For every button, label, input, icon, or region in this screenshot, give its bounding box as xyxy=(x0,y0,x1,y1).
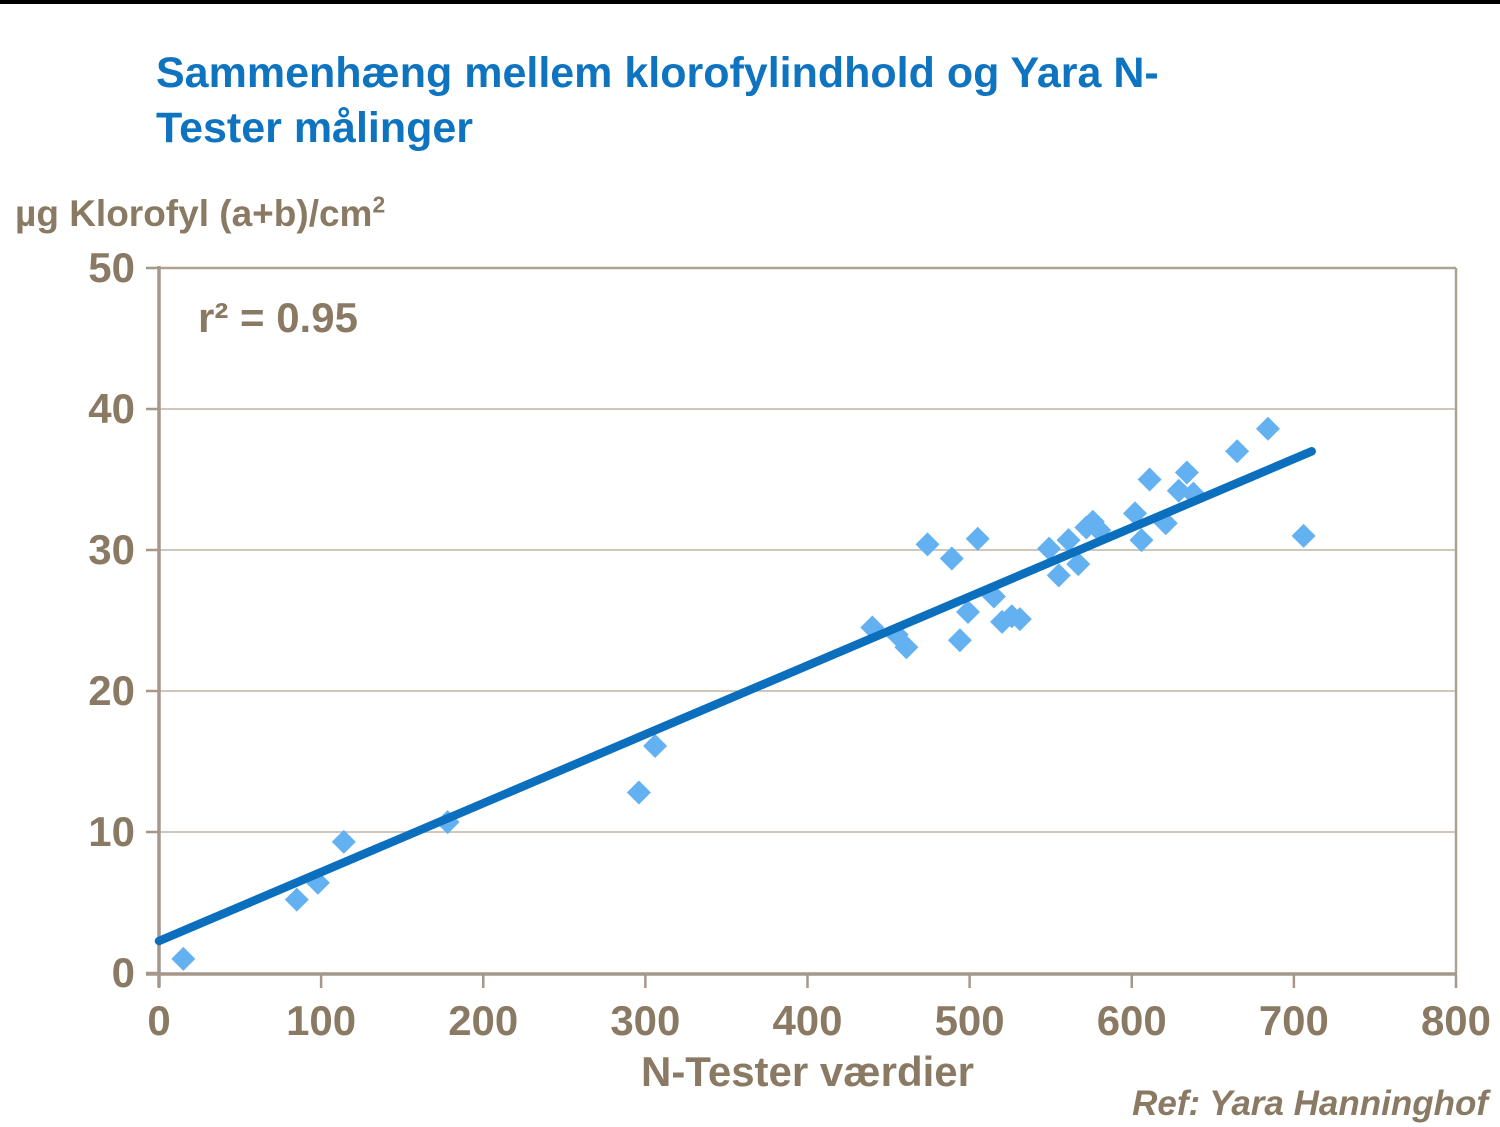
x-tick-label-400: 400 xyxy=(772,997,842,1044)
scatter-point-33 xyxy=(1225,439,1250,464)
scatter-point-11 xyxy=(939,546,964,571)
scatter-point-18 xyxy=(1007,607,1032,632)
x-tick-label-700: 700 xyxy=(1259,997,1329,1044)
y-tick-label-30: 30 xyxy=(88,526,135,573)
scatter-point-22 xyxy=(1066,552,1091,577)
x-tick-label-300: 300 xyxy=(610,997,680,1044)
scatter-point-34 xyxy=(1255,416,1280,441)
scatter-point-28 xyxy=(1137,467,1162,492)
y-tick-label-50: 50 xyxy=(88,244,135,291)
y-tick-label-40: 40 xyxy=(88,385,135,432)
x-axis-label: N-Tester værdier xyxy=(640,1048,974,1095)
scatter-point-12 xyxy=(947,628,972,653)
scatter-point-14 xyxy=(965,526,990,551)
y-axis-label-superscript: 2 xyxy=(372,191,386,218)
x-tick-label-500: 500 xyxy=(935,997,1005,1044)
scatter-point-19 xyxy=(1037,536,1062,561)
scatter-point-35 xyxy=(1291,523,1316,548)
scatter-point-1 xyxy=(284,887,309,912)
scatter-point-10 xyxy=(915,532,940,557)
scatter-point-9 xyxy=(894,635,919,660)
scatter-point-5 xyxy=(626,780,651,805)
y-tick-label-10: 10 xyxy=(88,808,135,855)
scatter-point-0 xyxy=(171,946,196,971)
x-tick-label-100: 100 xyxy=(286,997,356,1044)
scatter-point-20 xyxy=(1046,563,1071,588)
chart-title-line-2: Tester målinger xyxy=(156,103,474,152)
x-tick-label-200: 200 xyxy=(448,997,518,1044)
x-tick-label-800: 800 xyxy=(1421,997,1491,1044)
scatter-point-6 xyxy=(643,733,668,758)
scatter-point-27 xyxy=(1129,528,1154,553)
chart-title: Sammenhæng mellem klorofylindhold og Yar… xyxy=(156,46,1396,155)
scatter-point-13 xyxy=(956,600,981,625)
y-tick-label-0: 0 xyxy=(112,949,135,996)
scatter-point-21 xyxy=(1056,528,1081,553)
y-axis-label-text: µg Klorofyl (a+b)/cm xyxy=(15,193,373,234)
y-tick-label-20: 20 xyxy=(88,667,135,714)
x-tick-label-600: 600 xyxy=(1097,997,1167,1044)
y-axis-label: µg Klorofyl (a+b)/cm2 xyxy=(15,193,385,235)
trend-line xyxy=(154,447,1316,946)
r-squared-annotation: r² = 0.95 xyxy=(198,294,358,341)
scatter-point-3 xyxy=(331,829,356,854)
x-tick-label-0: 0 xyxy=(147,997,170,1044)
chart-title-line-1: Sammenhæng mellem klorofylindhold og Yar… xyxy=(156,49,1159,97)
top-border-line xyxy=(0,0,1500,4)
scatter-point-31 xyxy=(1174,460,1199,485)
reference-note: Ref: Yara Hanninghof xyxy=(1132,1084,1488,1123)
